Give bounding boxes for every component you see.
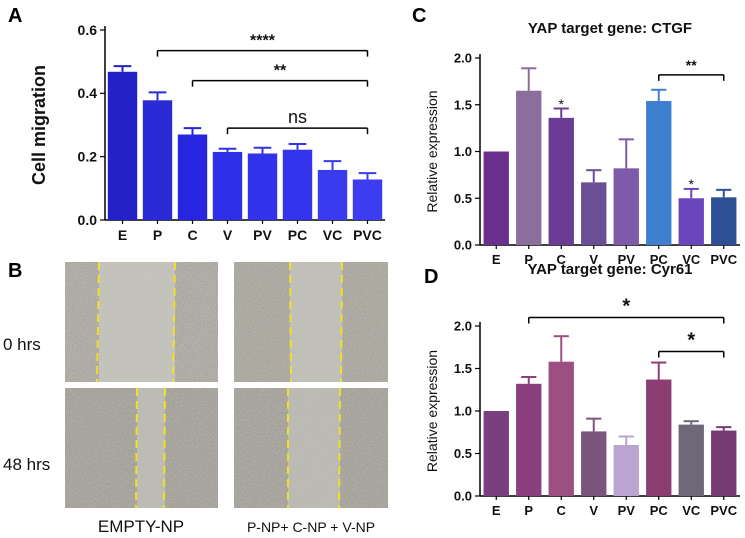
significance-label: * bbox=[559, 96, 565, 112]
x-tick-label: VC bbox=[682, 503, 701, 518]
y-tick-label: 0.0 bbox=[78, 212, 98, 228]
x-tick-label: VC bbox=[682, 252, 701, 267]
y-tick-label: 0.4 bbox=[78, 85, 98, 101]
bar-pvc bbox=[711, 430, 737, 496]
y-tick-label: 0.0 bbox=[454, 238, 472, 253]
y-tick-label: 2.0 bbox=[454, 319, 472, 334]
y-axis-label: Cell migration bbox=[29, 65, 49, 185]
x-tick-label: V bbox=[589, 503, 598, 518]
significance-label: **** bbox=[250, 33, 276, 50]
significance-label: ** bbox=[686, 57, 697, 73]
photo-empty-0hrs bbox=[65, 261, 218, 383]
panel-b-micrographs: 0 hrs 48 hrs EMPTY-NP P-NP+ C-NP + V-NP bbox=[3, 261, 388, 536]
chart-d-cyr61: YAP target gene: Cyr61 Relative expressio… bbox=[424, 261, 740, 518]
col-label-combo-np: P-NP+ C-NP + V-NP bbox=[247, 519, 375, 535]
bar-c bbox=[548, 361, 574, 496]
x-tick-label: C bbox=[187, 227, 197, 243]
y-tick-label: 1.5 bbox=[454, 361, 472, 376]
x-tick-label: PV bbox=[618, 503, 636, 518]
x-tick-label: PC bbox=[650, 252, 669, 267]
panel-letter-c: C bbox=[412, 5, 426, 27]
x-tick-label: P bbox=[524, 252, 533, 267]
col-label-empty-np: EMPTY-NP bbox=[98, 517, 184, 536]
bar-pc bbox=[646, 101, 672, 245]
y-axis-label: Relative expression bbox=[424, 90, 440, 212]
bar-pv bbox=[247, 153, 278, 220]
x-tick-label: PV bbox=[618, 252, 636, 267]
y-tick-label: 0.5 bbox=[454, 191, 472, 206]
x-tick-label: C bbox=[557, 252, 567, 267]
bar-pvc bbox=[711, 197, 737, 245]
x-tick-label: PVC bbox=[353, 227, 382, 243]
bar-v bbox=[581, 431, 607, 496]
y-tick-label: 1.5 bbox=[454, 97, 472, 112]
significance-label: ** bbox=[274, 63, 287, 80]
y-tick-label: 1.0 bbox=[454, 404, 472, 419]
bar-pvc bbox=[352, 179, 383, 220]
x-tick-label: P bbox=[153, 227, 162, 243]
panel-letter-d: D bbox=[424, 266, 438, 288]
significance-label: * bbox=[622, 296, 630, 318]
bar-v bbox=[581, 182, 607, 245]
bar-p bbox=[142, 100, 173, 220]
bar-c bbox=[177, 134, 208, 220]
x-tick-label: C bbox=[557, 503, 567, 518]
y-tick-label: 2.0 bbox=[454, 51, 472, 66]
x-tick-label: PC bbox=[288, 227, 307, 243]
bar-vc bbox=[678, 424, 704, 496]
significance-label: * bbox=[687, 330, 695, 352]
significance-label: ns bbox=[288, 107, 307, 127]
x-tick-label: E bbox=[492, 252, 501, 267]
y-tick-label: 0.6 bbox=[78, 22, 98, 38]
bar-e bbox=[107, 71, 138, 220]
bar-vc bbox=[678, 198, 704, 245]
bar-p bbox=[516, 90, 542, 245]
bar-pv bbox=[613, 168, 639, 245]
chart-title: YAP target gene: Cyr61 bbox=[527, 261, 692, 278]
y-tick-label: 1.0 bbox=[454, 144, 472, 159]
bar-vc bbox=[317, 169, 348, 220]
x-tick-label: P bbox=[524, 503, 533, 518]
chart-c-ctgf: YAP target gene: CTGF Relative expression… bbox=[424, 20, 740, 267]
x-tick-label: E bbox=[118, 227, 127, 243]
x-tick-label: E bbox=[492, 503, 501, 518]
bar-e bbox=[483, 151, 509, 245]
x-tick-label: V bbox=[589, 252, 598, 267]
y-axis-label: Relative expression bbox=[424, 350, 440, 472]
chart-title: YAP target gene: CTGF bbox=[528, 20, 692, 37]
y-tick-label: 0.2 bbox=[78, 149, 98, 165]
photo-combo-48hrs bbox=[234, 387, 388, 509]
bar-v bbox=[212, 151, 243, 220]
significance-label: * bbox=[689, 176, 695, 192]
bar-e bbox=[483, 411, 509, 496]
row-label-48hrs: 48 hrs bbox=[3, 455, 50, 474]
panel-letter-b: B bbox=[8, 260, 22, 282]
bar-pc bbox=[646, 379, 672, 496]
x-tick-label: PC bbox=[650, 503, 669, 518]
x-tick-label: PVC bbox=[710, 252, 737, 267]
x-tick-label: PVC bbox=[710, 503, 737, 518]
photo-combo-0hrs bbox=[234, 261, 388, 383]
x-tick-label: PV bbox=[253, 227, 272, 243]
x-tick-label: V bbox=[223, 227, 233, 243]
bar-pc bbox=[282, 149, 313, 220]
x-tick-label: VC bbox=[323, 227, 342, 243]
y-tick-label: 0.0 bbox=[454, 489, 472, 504]
row-label-0hrs: 0 hrs bbox=[3, 335, 41, 354]
photo-empty-48hrs bbox=[65, 387, 218, 509]
panel-letter-a: A bbox=[8, 5, 22, 27]
bar-c bbox=[548, 117, 574, 245]
bar-p bbox=[516, 383, 542, 496]
bar-pv bbox=[613, 445, 639, 496]
y-tick-label: 0.5 bbox=[454, 446, 472, 461]
